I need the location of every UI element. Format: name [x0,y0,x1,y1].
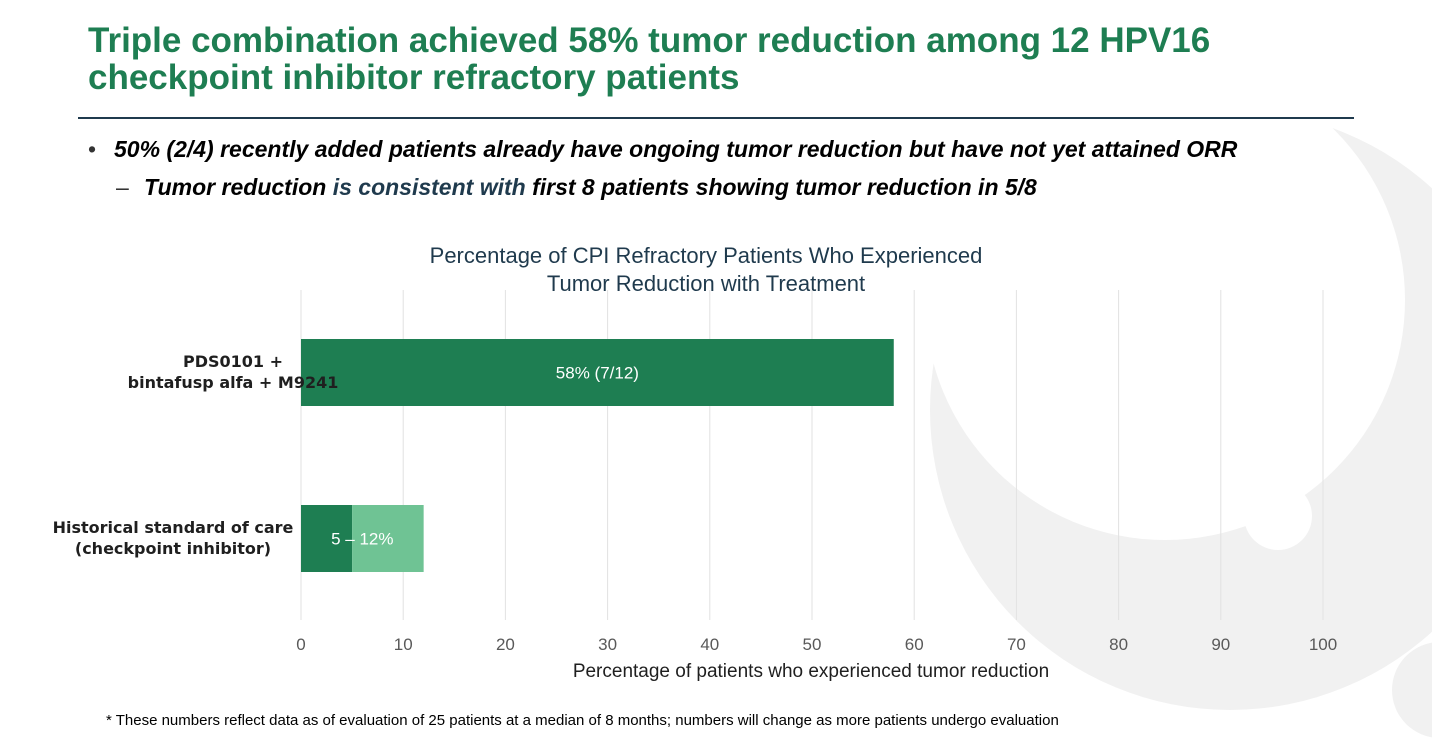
x-tick-label: 20 [496,635,515,654]
bullet-marker: • [88,136,97,162]
x-tick-label: 100 [1309,635,1337,654]
bullet-2: – Tumor reduction is consistent with firs… [116,174,1037,200]
footnote: * These numbers reflect data as of evalu… [106,712,1059,729]
bar-segment [301,339,894,406]
bullet-2-text-b: is consistent with [332,174,526,200]
x-tick-label: 30 [598,635,617,654]
category-label-historical: Historical standard of care (checkpoint … [28,517,318,559]
category-label-line: Historical standard of care [52,518,294,537]
category-label-pds0101: PDS0101 + bintafusp alfa + M9241 [110,351,356,393]
bar-data-label: 58% (7/12) [556,364,639,383]
category-label-line: bintafusp alfa + M9241 [127,373,339,392]
x-tick-label: 70 [1007,635,1026,654]
bullet-1-text: 50% (2/4) recently added patients alread… [114,136,1238,162]
bar-segment [301,505,353,572]
category-label-line: PDS0101 + [182,352,284,371]
x-tick-label: 60 [905,635,924,654]
x-tick-label: 90 [1211,635,1230,654]
bullet-2-text-c: first 8 patients showing tumor reduction… [525,174,1037,200]
chart-title: Percentage of CPI Refractory Patients Wh… [429,243,983,296]
x-tick-label: 10 [394,635,413,654]
x-axis-label: Percentage of patients who experienced t… [573,661,1049,682]
bullet-1: • 50% (2/4) recently added patients alrea… [88,136,1237,162]
bullet-2-text-a: Tumor reduction [144,174,333,200]
x-tick-label: 40 [700,635,719,654]
bar-data-label: 5 – 12% [331,530,393,549]
x-tick-label: 80 [1109,635,1128,654]
x-tick-label: 50 [803,635,822,654]
x-tick-label: 0 [296,635,305,654]
category-label-line: (checkpoint inhibitor) [74,539,272,558]
slide-title: Triple combination achieved 58% tumor re… [88,21,1211,97]
bar-segment [352,505,424,572]
title-divider [78,117,1354,119]
sub-bullet-marker: – [116,174,129,200]
